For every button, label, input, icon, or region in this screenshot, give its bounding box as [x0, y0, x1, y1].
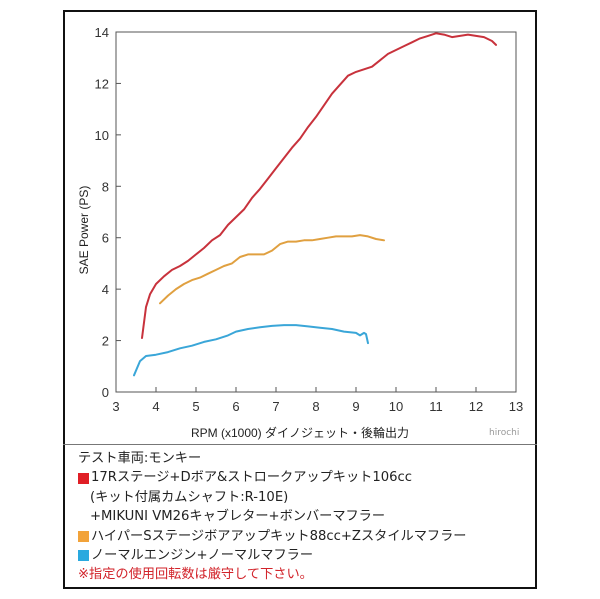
x-tick-label: 7 — [272, 399, 279, 414]
x-tick-label: 3 — [112, 399, 119, 414]
y-tick-label: 2 — [102, 334, 109, 349]
x-tick-label: 13 — [509, 399, 523, 414]
y-tick-label: 8 — [102, 179, 109, 194]
blue-swatch-icon — [78, 550, 89, 562]
legend-item-blue: ノーマルエンジン+ノーマルマフラー — [78, 546, 533, 565]
y-axis-label: SAE Power (PS) — [77, 186, 91, 275]
legend-item-red-line2: (キット付属カムシャフト:R-10E) — [90, 489, 289, 505]
x-axis-label: RPM (x1000) ダイノジェット・後輪出力 — [191, 425, 409, 440]
x-tick-label: 12 — [469, 399, 483, 414]
x-tick-label: 6 — [232, 399, 239, 414]
chart-frame — [63, 10, 537, 589]
watermark-text: hirochi — [489, 428, 520, 438]
legend-item-orange-label: ハイパーSステージボアアップキット88cc+Zスタイルマフラー — [91, 528, 467, 544]
series-line-orange — [159, 234, 385, 305]
series-line-red — [141, 32, 497, 339]
power-chart: 3 4 5 6 7 8 9 10 11 12 13 0 2 4 6 8 10 12 14 SAE Power (PS… — [77, 25, 524, 440]
y-tick-label: 6 — [102, 231, 109, 246]
legend-item-red-line3: +MIKUNI VM26キャブレター+ボンバーマフラー — [90, 509, 386, 525]
series-line-blue — [133, 324, 369, 377]
y-tick-label: 4 — [102, 282, 109, 297]
legend-header: テスト車両:モンキー — [78, 451, 202, 466]
plot-axes — [115, 31, 517, 393]
x-tick-label: 4 — [152, 399, 159, 414]
usage-note: ※指定の使用回転数は厳守して下さい。 — [78, 567, 313, 583]
legend: テスト車両:モンキー 17Rステージ+Dボア&ストロークアップキット106cc … — [78, 449, 533, 585]
legend-item-red-line1: 17Rステージ+Dボア&ストロークアップキット106cc — [91, 470, 413, 486]
orange-swatch-icon — [78, 530, 89, 542]
x-tick-label: 9 — [352, 399, 359, 414]
legend-divider — [63, 444, 537, 445]
y-tick-label: 12 — [95, 76, 109, 91]
legend-item-orange: ハイパーSステージボアアップキット88cc+Zスタイルマフラー — [78, 527, 533, 546]
x-tick-label: 10 — [389, 399, 403, 414]
x-tick-label: 8 — [312, 399, 319, 414]
series-layer — [133, 32, 497, 377]
y-tick-label: 14 — [95, 25, 109, 40]
legend-item-blue-label: ノーマルエンジン+ノーマルマフラー — [91, 548, 314, 564]
legend-item-red: 17Rステージ+Dボア&ストロークアップキット106cc — [78, 468, 533, 487]
red-swatch-icon — [78, 472, 89, 484]
tick-labels: 3 4 5 6 7 8 9 10 11 12 13 0 2 4 6 8 10 12 14 — [95, 25, 524, 414]
x-tick-label: 11 — [429, 399, 443, 414]
plot-area — [115, 31, 517, 393]
x-tick-label: 5 — [192, 399, 199, 414]
y-tick-label: 10 — [95, 128, 109, 143]
y-tick-label: 0 — [102, 385, 109, 400]
